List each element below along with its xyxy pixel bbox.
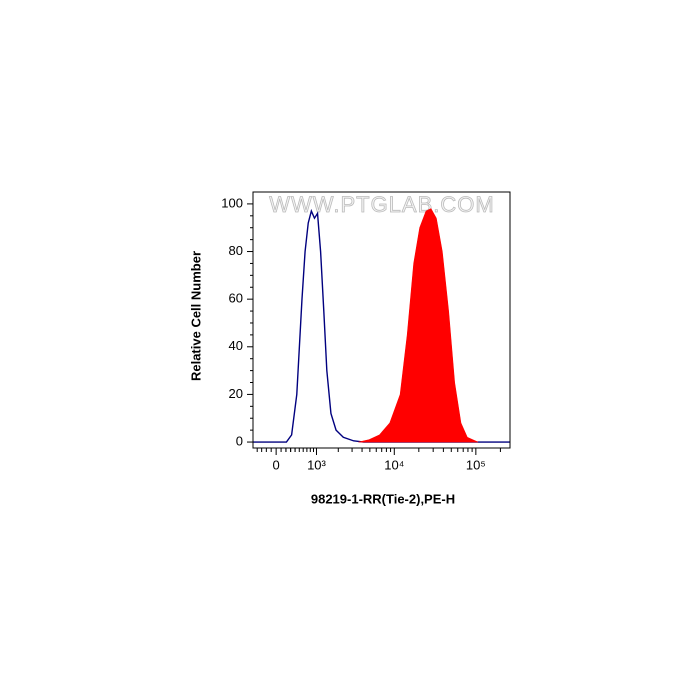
histogram-line — [253, 208, 510, 443]
plot-area — [253, 208, 510, 443]
watermark: WWW.PTGLAB.COM — [269, 192, 494, 217]
y-tick-label: 80 — [229, 243, 243, 258]
y-tick-label: 20 — [229, 386, 243, 401]
plot-frame — [252, 191, 511, 449]
y-axis-label: Relative Cell Number — [188, 251, 203, 381]
x-tick-label: 0 — [273, 457, 280, 472]
y-tick-label: 0 — [236, 433, 243, 448]
x-tick-label: 10⁵ — [466, 457, 486, 472]
y-tick-label: 40 — [229, 338, 243, 353]
x-axis-label: 98219-1-RR(Tie-2),PE-H — [311, 491, 455, 506]
histogram-fill — [358, 208, 479, 443]
x-tick-label: 10³ — [307, 457, 326, 472]
x-tick-label: 10⁴ — [384, 457, 404, 472]
y-tick-label: 60 — [229, 291, 243, 306]
y-tick-label: 100 — [221, 195, 243, 210]
